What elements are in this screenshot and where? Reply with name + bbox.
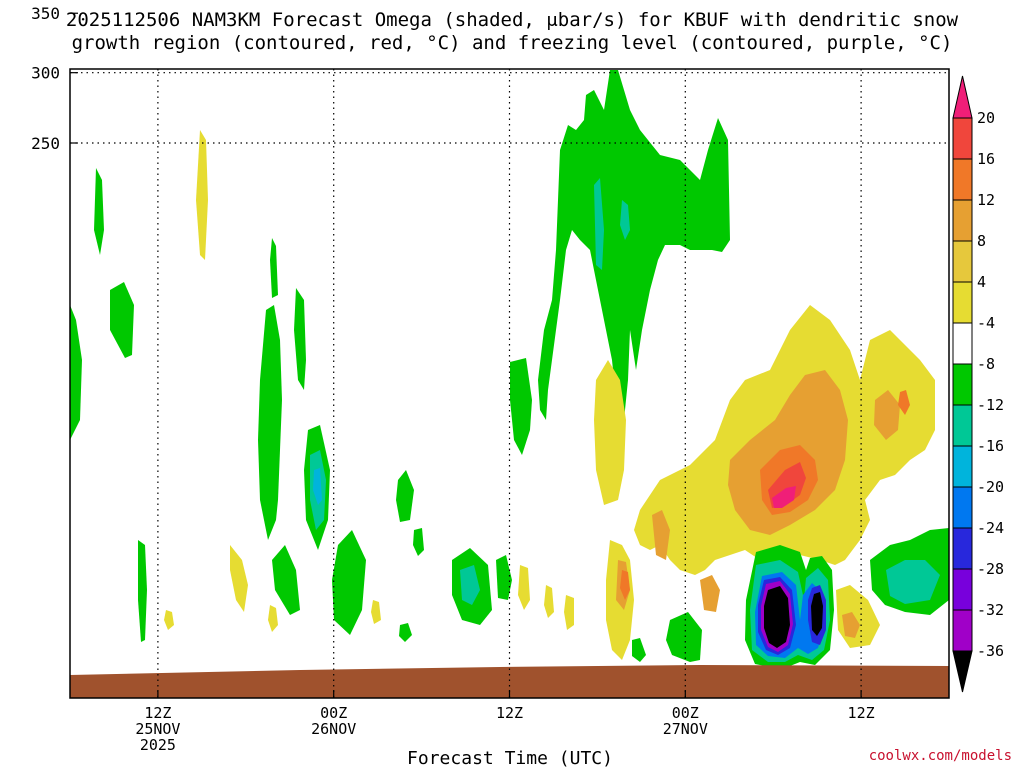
omega-region-yellow-upper-left [196, 130, 208, 260]
omega-shading [70, 70, 949, 698]
omega-region-orange-lower [700, 575, 720, 612]
omega-region-orange-right [874, 390, 900, 440]
y-tick-label: 250 [31, 134, 60, 153]
x-tick-label: 12Z [496, 704, 523, 722]
omega-region-yellow-low-a [230, 545, 248, 612]
omega-region-green-mid-a [510, 358, 532, 455]
omega-region-yellow-small-b [268, 605, 278, 632]
colorbar-segment [952, 158, 973, 201]
omega-region-orange-low-mid-b [652, 510, 670, 560]
omega-region-yellow-small-a [164, 610, 174, 630]
omega-region-green-upper-left [94, 168, 104, 255]
colorbar-label: 4 [977, 273, 986, 291]
colorbar-segment [952, 363, 973, 406]
colorbar-segment [952, 404, 973, 447]
omega-region-blue-low-left [313, 468, 322, 505]
colorbar-bottom-arrow [952, 650, 973, 693]
omega-region-green-small-c [413, 528, 424, 556]
omega-region-black-core-b [811, 592, 823, 636]
y-tick-label: 300 [31, 64, 60, 83]
omega-region-green-low-c [332, 530, 366, 635]
omega-region-orange-mid-left [620, 570, 630, 600]
colorbar-label: -12 [977, 396, 1004, 414]
x-tick-label: 00Z [672, 704, 699, 722]
colorbar-segment [952, 322, 973, 365]
colorbar-label: -4 [977, 314, 995, 332]
colorbar-segment [952, 445, 973, 488]
omega-region-green-column-c [294, 288, 306, 390]
colorbar-segment [952, 240, 973, 283]
y-axis-ticks: 2503003504004505005506006507007508008509… [31, 4, 78, 153]
omega-region-green-lower-right-a [666, 612, 702, 662]
x-tick-label: 27NOV [663, 720, 708, 738]
colorbar-label: -32 [977, 601, 1004, 619]
omega-region-green-low-left [138, 540, 147, 642]
colorbar-top-arrow [952, 75, 973, 119]
plot-area: -18-18-12-12-12000 [70, 69, 949, 698]
omega-region-teal-upper [594, 178, 604, 270]
omega-region-teal-low-mid [460, 565, 480, 605]
colorbar-segment [952, 486, 973, 529]
omega-region-green-upper-main [538, 70, 730, 470]
omega-region-green-far-left [70, 305, 82, 440]
credit-link[interactable]: coolwx.com/models [869, 748, 1012, 764]
colorbar-label: -8 [977, 355, 995, 373]
chart-title-line2: growth region (contoured, red, °C) and f… [72, 32, 953, 54]
colorbar-label: -36 [977, 642, 1004, 660]
pressure-gridlines [70, 72, 949, 144]
x-tick-label: 12Z [144, 704, 171, 722]
colorbar-label: -16 [977, 437, 1004, 455]
omega-region-yellow-small-f [564, 595, 574, 630]
x-tick-label: 2025 [140, 736, 176, 754]
x-tick-label: 25NOV [135, 720, 180, 738]
colorbar-segment [952, 117, 973, 160]
omega-region-orange-low-right [842, 612, 860, 638]
colorbar: 20 16 12 8 4 -4 -8 -12 -16 -20 -24 -28 -32 -36 [952, 75, 1004, 693]
omega-region-green-low-e [496, 555, 512, 600]
colorbar-segment [952, 281, 973, 324]
omega-region-orange-right-small [898, 390, 910, 415]
x-tick-label: 00Z [320, 704, 347, 722]
colorbar-segment [952, 199, 973, 242]
colorbar-label: -28 [977, 560, 1004, 578]
colorbar-label: 8 [977, 232, 986, 250]
omega-region-green-low-a [272, 545, 300, 615]
omega-region-green-column-b [270, 238, 278, 298]
time-gridlines [157, 69, 862, 698]
omega-region-teal-upper-b [620, 200, 630, 240]
colorbar-label: -20 [977, 478, 1004, 496]
colorbar-label: -24 [977, 519, 1004, 537]
omega-region-black-core [764, 586, 790, 648]
y-tick-label: 350 [31, 4, 60, 23]
omega-region-green-upper-left-2 [110, 282, 134, 358]
x-tick-label: 12Z [848, 704, 875, 722]
colorbar-segment [952, 568, 973, 611]
omega-region-yellow-small-d [518, 565, 530, 610]
omega-region-green-column-a [258, 305, 282, 540]
terrain-ground [70, 665, 949, 698]
omega-region-yellow-small-c [371, 600, 381, 624]
omega-region-green-lower-right-b [632, 638, 646, 662]
omega-region-teal-right-edge [886, 560, 940, 604]
colorbar-label: 16 [977, 150, 995, 168]
omega-region-green-small-b [399, 623, 412, 642]
colorbar-segment [952, 609, 973, 652]
colorbar-label: 12 [977, 191, 995, 209]
omega-region-green-small-a [396, 470, 414, 522]
x-tick-label: 26NOV [311, 720, 356, 738]
omega-region-yellow-small-e [544, 585, 554, 618]
omega-region-yellow-mid-column [594, 360, 626, 505]
colorbar-segment [952, 527, 973, 570]
colorbar-label: 20 [977, 109, 995, 127]
x-axis-label: Forecast Time (UTC) [407, 748, 613, 768]
chart-title-line1: 2025112506 NAM3KM Forecast Omega (shaded… [66, 9, 959, 31]
omega-region-magenta [772, 486, 796, 508]
